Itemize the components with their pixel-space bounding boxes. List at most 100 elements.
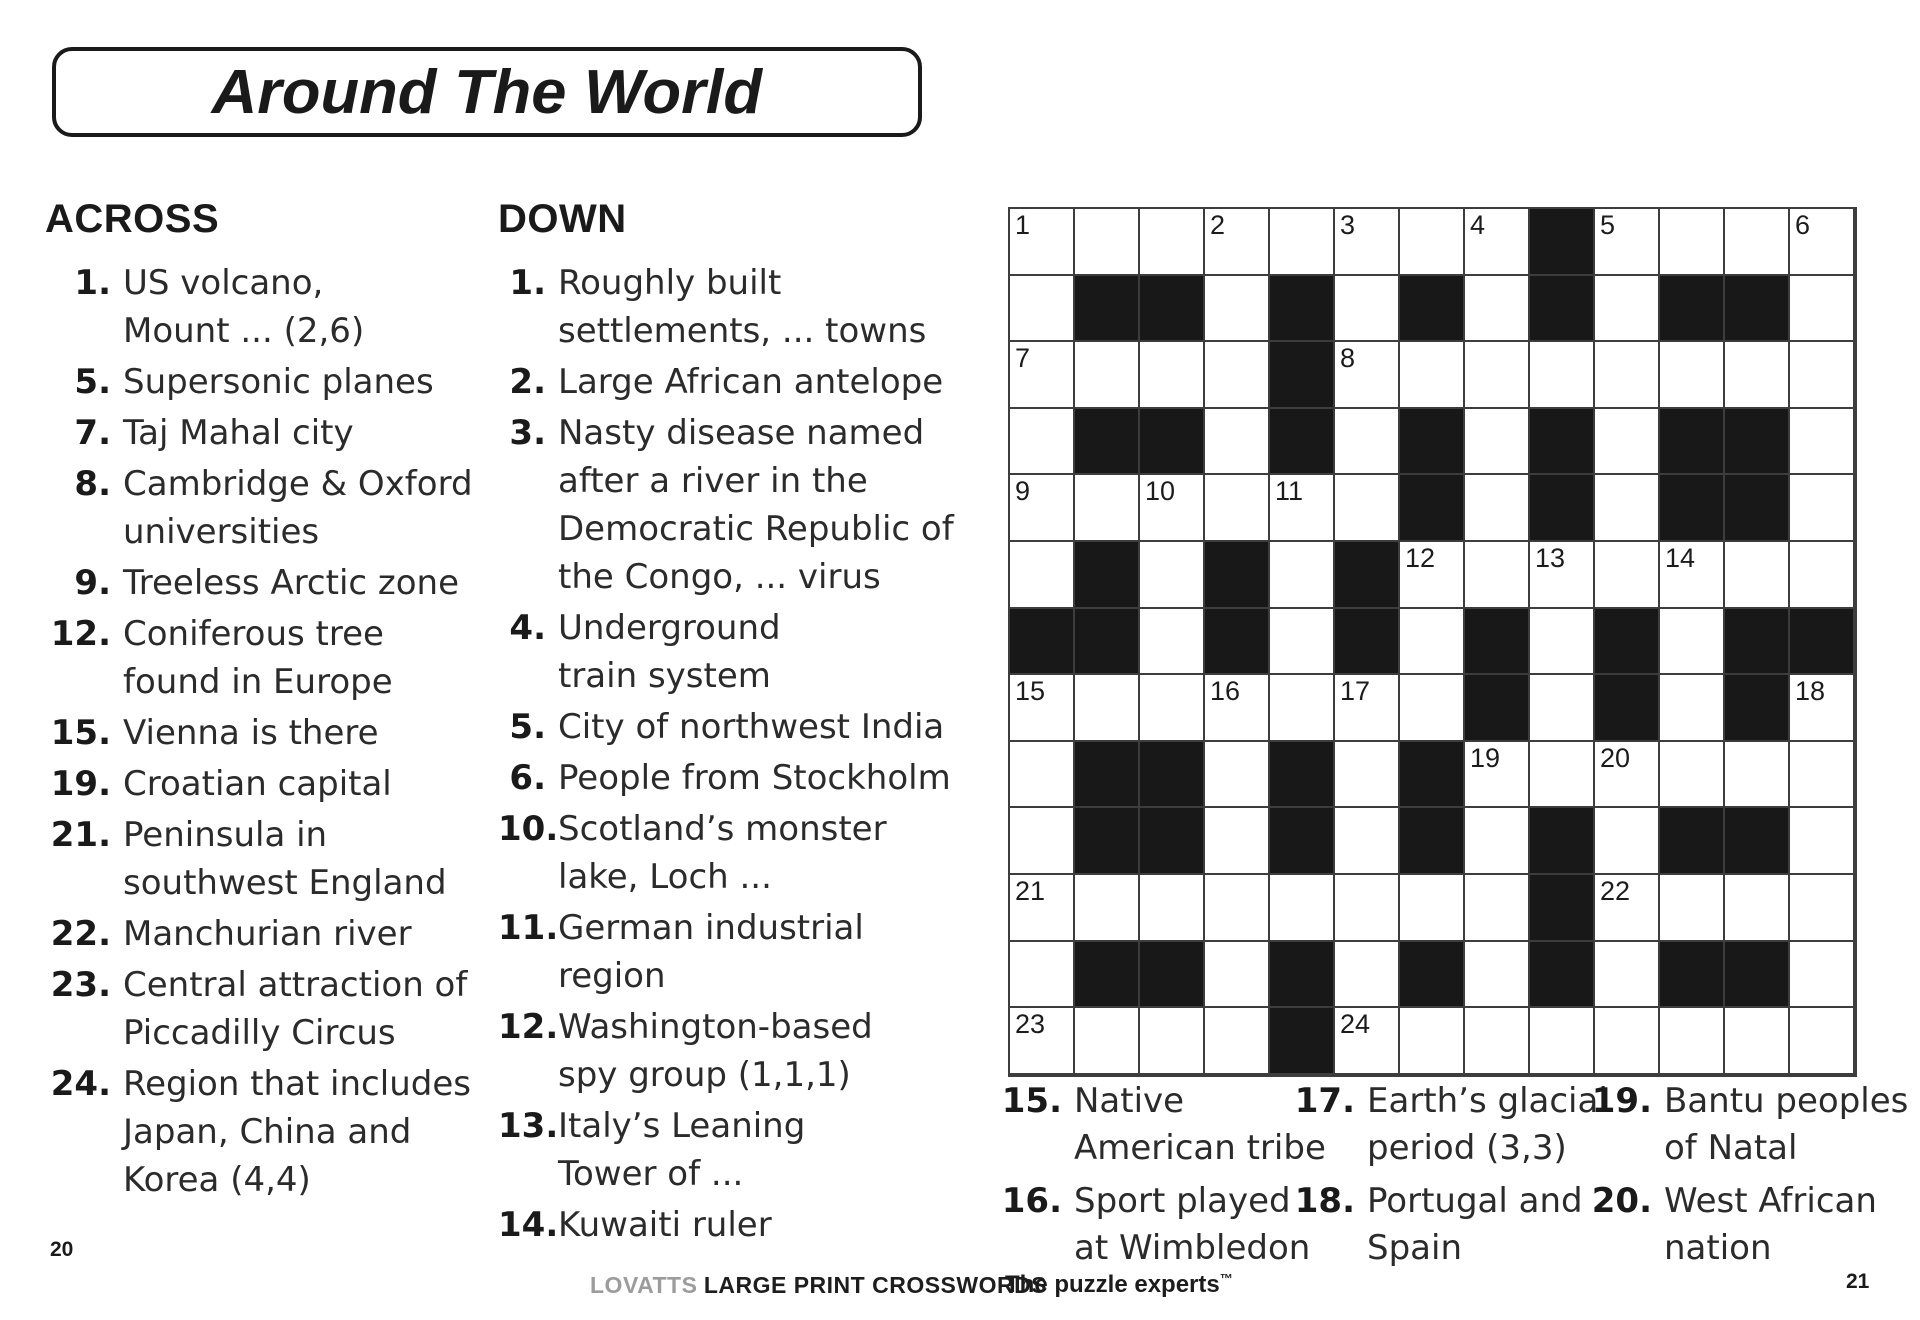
grid-cell[interactable] <box>1335 741 1400 809</box>
grid-cell[interactable] <box>1790 275 1855 343</box>
grid-cell[interactable]: 10 <box>1140 475 1205 542</box>
grid-cell[interactable] <box>1075 475 1140 542</box>
grid-cell[interactable] <box>1140 541 1205 609</box>
grid-cell[interactable] <box>1465 941 1530 1009</box>
grid-cell[interactable] <box>1790 808 1855 875</box>
grid-cell[interactable] <box>1790 541 1855 609</box>
grid-cell[interactable] <box>1205 408 1270 476</box>
grid-cell[interactable] <box>1595 475 1660 542</box>
grid-cell[interactable] <box>1790 408 1855 476</box>
grid-cell[interactable] <box>1270 541 1335 609</box>
grid-cell[interactable] <box>1790 874 1855 942</box>
grid-cell[interactable] <box>1465 1008 1530 1075</box>
grid-cell[interactable] <box>1075 1008 1140 1075</box>
grid-cell[interactable] <box>1400 608 1465 676</box>
grid-cell[interactable]: 8 <box>1335 342 1400 409</box>
grid-cell[interactable] <box>1660 741 1725 809</box>
grid-cell[interactable] <box>1400 209 1465 276</box>
grid-cell[interactable] <box>1595 408 1660 476</box>
grid-cell[interactable] <box>1660 608 1725 676</box>
grid-cell[interactable] <box>1335 941 1400 1009</box>
grid-cell[interactable] <box>1010 741 1075 809</box>
grid-cell[interactable] <box>1530 342 1595 409</box>
grid-cell[interactable] <box>1075 342 1140 409</box>
grid-cell[interactable] <box>1075 209 1140 276</box>
grid-cell[interactable] <box>1010 941 1075 1009</box>
grid-cell[interactable] <box>1140 1008 1205 1075</box>
grid-cell[interactable] <box>1205 941 1270 1009</box>
grid-cell[interactable] <box>1010 408 1075 476</box>
grid-cell[interactable] <box>1010 808 1075 875</box>
grid-cell[interactable] <box>1725 209 1790 276</box>
grid-cell[interactable] <box>1205 1008 1270 1075</box>
grid-cell[interactable] <box>1595 1008 1660 1075</box>
grid-cell[interactable] <box>1465 275 1530 343</box>
grid-cell[interactable]: 21 <box>1010 874 1075 942</box>
grid-cell[interactable] <box>1465 342 1530 409</box>
grid-cell[interactable]: 7 <box>1010 342 1075 409</box>
grid-cell[interactable] <box>1790 475 1855 542</box>
grid-cell[interactable]: 12 <box>1400 541 1465 609</box>
grid-cell[interactable] <box>1205 741 1270 809</box>
grid-cell[interactable] <box>1205 808 1270 875</box>
grid-cell[interactable] <box>1725 541 1790 609</box>
grid-cell[interactable] <box>1140 874 1205 942</box>
grid-cell[interactable] <box>1140 342 1205 409</box>
grid-cell[interactable] <box>1205 342 1270 409</box>
grid-cell[interactable] <box>1270 675 1335 742</box>
grid-cell[interactable]: 20 <box>1595 741 1660 809</box>
grid-cell[interactable]: 17 <box>1335 675 1400 742</box>
grid-cell[interactable] <box>1205 874 1270 942</box>
grid-cell[interactable] <box>1400 342 1465 409</box>
grid-cell[interactable] <box>1660 1008 1725 1075</box>
grid-cell[interactable] <box>1725 741 1790 809</box>
grid-cell[interactable] <box>1140 608 1205 676</box>
grid-cell[interactable]: 2 <box>1205 209 1270 276</box>
grid-cell[interactable]: 19 <box>1465 741 1530 809</box>
grid-cell[interactable] <box>1725 1008 1790 1075</box>
grid-cell[interactable] <box>1595 275 1660 343</box>
grid-cell[interactable]: 16 <box>1205 675 1270 742</box>
grid-cell[interactable] <box>1790 941 1855 1009</box>
grid-cell[interactable] <box>1400 874 1465 942</box>
grid-cell[interactable] <box>1010 275 1075 343</box>
grid-cell[interactable] <box>1660 209 1725 276</box>
grid-cell[interactable] <box>1205 475 1270 542</box>
grid-cell[interactable]: 3 <box>1335 209 1400 276</box>
grid-cell[interactable]: 9 <box>1010 475 1075 542</box>
grid-cell[interactable] <box>1335 475 1400 542</box>
grid-cell[interactable] <box>1335 874 1400 942</box>
grid-cell[interactable] <box>1595 808 1660 875</box>
grid-cell[interactable]: 24 <box>1335 1008 1400 1075</box>
grid-cell[interactable] <box>1075 675 1140 742</box>
grid-cell[interactable] <box>1465 808 1530 875</box>
grid-cell[interactable]: 22 <box>1595 874 1660 942</box>
grid-cell[interactable] <box>1205 275 1270 343</box>
grid-cell[interactable] <box>1660 342 1725 409</box>
grid-cell[interactable] <box>1530 1008 1595 1075</box>
grid-cell[interactable] <box>1790 741 1855 809</box>
grid-cell[interactable]: 11 <box>1270 475 1335 542</box>
grid-cell[interactable]: 1 <box>1010 209 1075 276</box>
grid-cell[interactable] <box>1530 608 1595 676</box>
grid-cell[interactable] <box>1465 475 1530 542</box>
grid-cell[interactable] <box>1725 874 1790 942</box>
grid-cell[interactable] <box>1335 275 1400 343</box>
grid-cell[interactable]: 23 <box>1010 1008 1075 1075</box>
grid-cell[interactable] <box>1790 1008 1855 1075</box>
grid-cell[interactable] <box>1595 941 1660 1009</box>
grid-cell[interactable]: 15 <box>1010 675 1075 742</box>
grid-cell[interactable] <box>1465 874 1530 942</box>
grid-cell[interactable]: 14 <box>1660 541 1725 609</box>
grid-cell[interactable] <box>1465 408 1530 476</box>
grid-cell[interactable] <box>1400 1008 1465 1075</box>
grid-cell[interactable] <box>1270 874 1335 942</box>
grid-cell[interactable]: 6 <box>1790 209 1855 276</box>
grid-cell[interactable]: 5 <box>1595 209 1660 276</box>
grid-cell[interactable]: 18 <box>1790 675 1855 742</box>
grid-cell[interactable]: 13 <box>1530 541 1595 609</box>
grid-cell[interactable] <box>1010 541 1075 609</box>
grid-cell[interactable] <box>1335 408 1400 476</box>
grid-cell[interactable] <box>1530 675 1595 742</box>
grid-cell[interactable] <box>1660 874 1725 942</box>
